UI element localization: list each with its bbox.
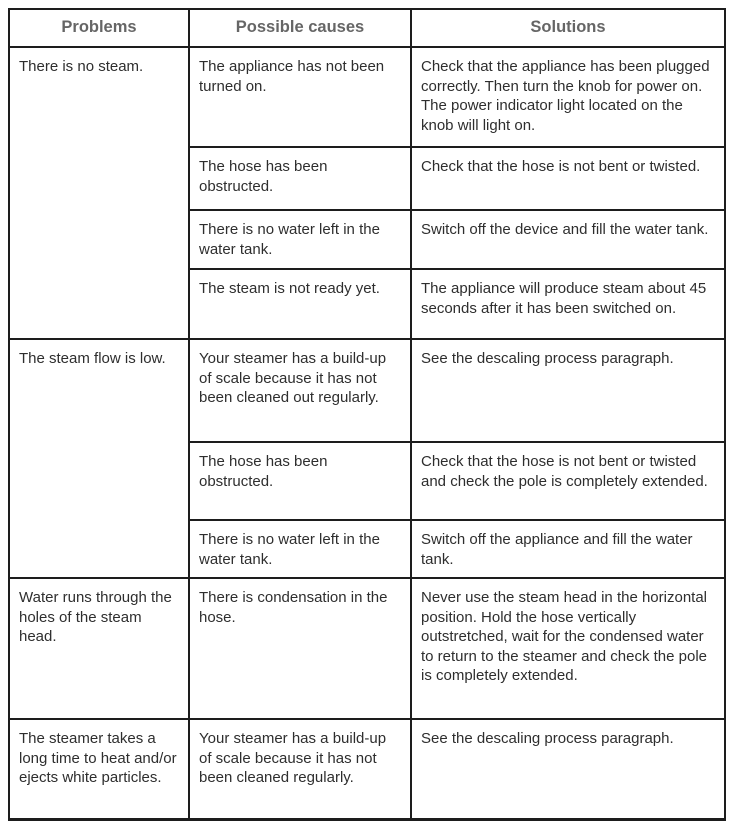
header-problems: Problems (8, 8, 190, 48)
problem-cell: Water runs through the holes of the stea… (8, 577, 190, 720)
cause-cell: There is no water left in the water tank… (188, 519, 412, 579)
cause-cell: There is condensation in the hose. (188, 577, 412, 720)
cause-cell: The steam is not ready yet. (188, 268, 412, 340)
table-row: The steamer takes a long time to heat an… (8, 718, 726, 820)
table-row: The hose has been obstructed. Check that… (9, 146, 726, 211)
solution-cell: Check that the appliance has been plugge… (410, 46, 726, 148)
table-row: There is no steam. The appliance has not… (8, 46, 726, 340)
cause-cell: The appliance has not been turned on. (188, 46, 412, 148)
table-row: There is no water left in the water tank… (9, 519, 726, 579)
solution-cell: See the descaling process paragraph. (410, 718, 726, 820)
troubleshooting-table: Problems Possible causes Solutions There… (8, 8, 726, 821)
header-row: Problems Possible causes Solutions (8, 8, 726, 48)
problem-cell: There is no steam. (8, 46, 190, 340)
solution-cell: Never use the steam head in the horizont… (410, 577, 726, 720)
problem-cell: The steam flow is low. (8, 338, 190, 579)
header-possible-causes: Possible causes (188, 8, 412, 48)
cause-cell: The hose has been obstructed. (188, 146, 412, 211)
solution-cell: Switch off the device and fill the water… (410, 209, 726, 270)
cause-cell: There is no water left in the water tank… (188, 209, 412, 270)
problem-cell: The steamer takes a long time to heat an… (8, 718, 190, 820)
cause-cell: Your steamer has a build-up of scale bec… (188, 338, 412, 443)
table-row: There is no water left in the water tank… (9, 209, 726, 270)
solution-cell: The appliance will produce steam about 4… (410, 268, 726, 340)
solution-cell: See the descaling process paragraph. (410, 338, 726, 443)
header-solutions: Solutions (410, 8, 726, 48)
solution-cell: Check that the hose is not bent or twist… (410, 441, 726, 521)
table-row: The steam flow is low. Your steamer has … (8, 338, 726, 579)
table-row: Water runs through the holes of the stea… (8, 577, 726, 720)
table-row: The steam is not ready yet. The applianc… (9, 268, 726, 340)
solution-cell: Check that the hose is not bent or twist… (410, 146, 726, 211)
solution-cell: Switch off the appliance and fill the wa… (410, 519, 726, 579)
table-row: The hose has been obstructed. Check that… (9, 441, 726, 521)
cause-cell: Your steamer has a build-up of scale bec… (188, 718, 412, 820)
cause-cell: The hose has been obstructed. (188, 441, 412, 521)
